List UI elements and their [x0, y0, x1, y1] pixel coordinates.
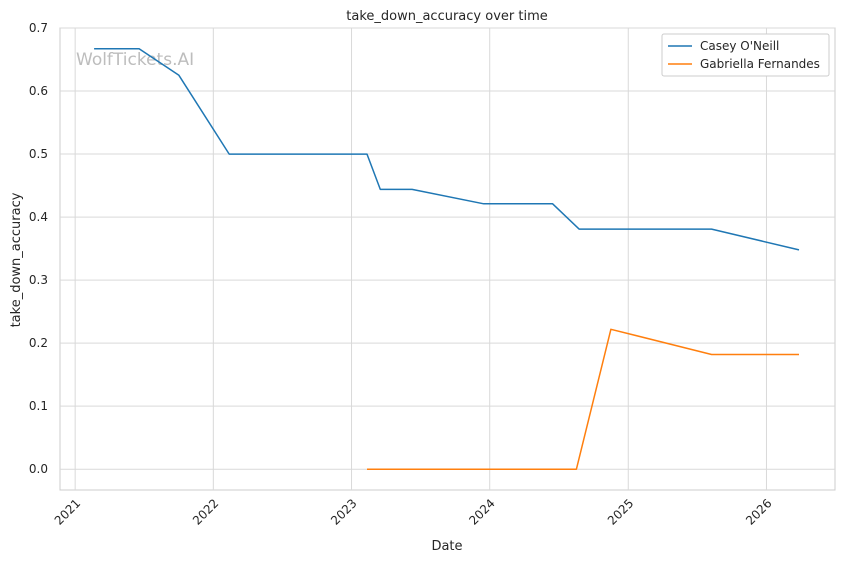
chart-title: take_down_accuracy over time	[346, 9, 547, 24]
y-tick-label: 0.6	[29, 84, 48, 98]
x-tick-label: 2021	[52, 496, 83, 527]
x-tick-label: 2022	[190, 496, 221, 527]
watermark: WolfTickets.AI	[76, 50, 194, 70]
y-axis-label: take_down_accuracy	[9, 192, 24, 327]
series-line-casey-o-neill	[94, 48, 800, 251]
legend-box	[661, 33, 830, 77]
y-tick-label: 0.2	[29, 336, 48, 350]
grid-lines	[60, 27, 835, 490]
x-tick-labels: 2021 2022 2023 2024 2025 2026	[52, 496, 775, 527]
y-tick-label: 0.1	[29, 399, 48, 413]
y-tick-labels: 0.0 0.1 0.2 0.3 0.4 0.5 0.6 0.7	[29, 21, 48, 476]
legend-label-gabriella-fernandes: Gabriella Fernandes	[700, 57, 820, 71]
legend-label-casey-o-neill: Casey O'Neill	[700, 39, 779, 53]
x-axis-label: Date	[431, 539, 462, 554]
x-tick-label: 2026	[743, 496, 774, 527]
x-tick-label: 2023	[328, 496, 359, 527]
y-tick-label: 0.4	[29, 210, 48, 224]
y-tick-label: 0.5	[29, 147, 48, 161]
x-tick-label: 2024	[466, 496, 497, 527]
y-tick-label: 0.3	[29, 273, 48, 287]
x-tick-label: 2025	[605, 496, 636, 527]
plot-area	[59, 27, 836, 491]
y-tick-label: 0.7	[29, 21, 48, 35]
y-tick-label: 0.0	[29, 462, 48, 476]
legend: Casey O'Neill Gabriella Fernandes	[661, 33, 830, 77]
series-line-gabriella-fernandes	[367, 328, 799, 470]
series-lines	[94, 48, 800, 470]
